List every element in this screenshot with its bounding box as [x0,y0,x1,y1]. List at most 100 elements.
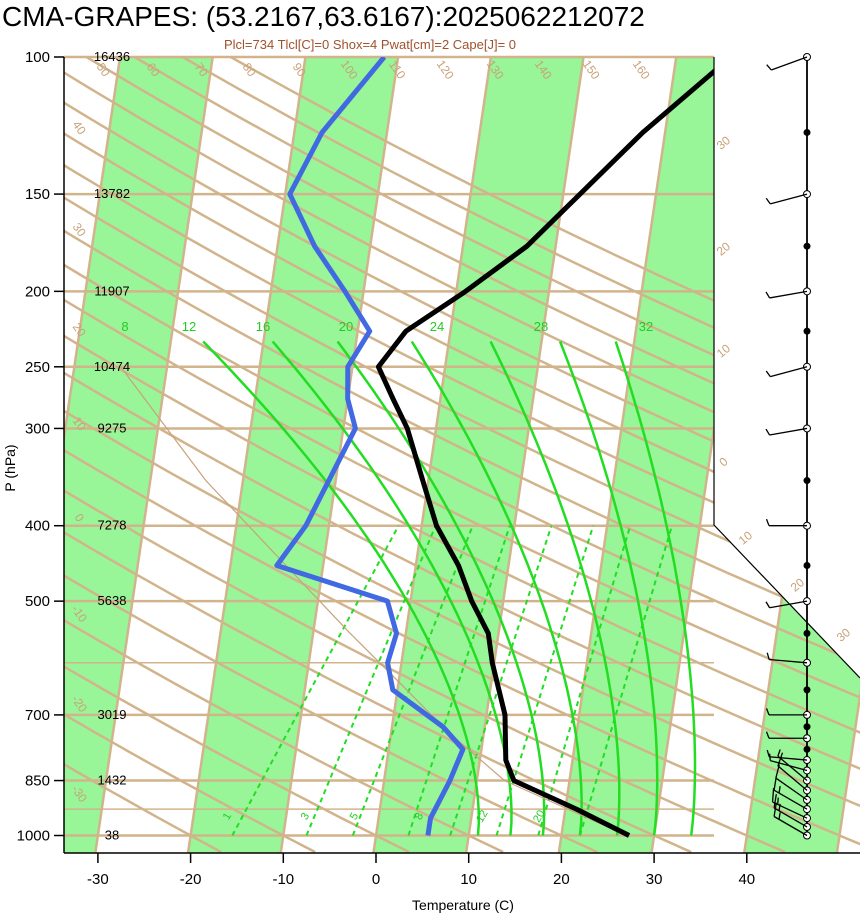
dry-adiabat [64,57,860,853]
isotherm-label: 160 [630,57,653,82]
height-label: 38 [105,828,119,843]
wind-barb-shaft [777,765,808,791]
dry-adiabat [64,57,860,853]
wind-barb-half [766,652,770,660]
moist-adiabat [336,340,546,836]
dry-adiabat [64,57,860,853]
wind-barb-half [765,518,770,526]
dry-adiabat [64,57,860,853]
wind-level-dot [803,562,811,570]
mixing-ratio-label: 3 [299,811,312,822]
dry-adiabat [64,57,504,853]
wind-barb-half [765,370,771,378]
pressure-tick-label: 200 [25,283,50,300]
wind-barb-shaft [769,290,808,299]
pressure-tick-label: 300 [25,420,50,437]
wind-barb-half [777,749,781,757]
dry-adiabat [64,57,860,853]
temperature-tick-label: 10 [460,871,477,888]
pressure-tick-label: 250 [25,359,50,376]
height-label: 3019 [98,707,127,722]
moist-adiabat [614,341,697,836]
wind-barb-feather [771,788,775,803]
temperature-tick-label: -20 [180,871,202,888]
wind-level-dot [803,629,811,637]
dry-adiabat [64,57,692,853]
moist-adiabat-label: 12 [182,319,196,334]
isotherm-line [94,57,214,853]
pressure-tick-label: 850 [25,773,50,790]
mixing-ratio-line [231,525,400,836]
inset-border [713,57,860,679]
wind-barb-shaft [773,815,808,837]
wind-barb-half [778,785,781,794]
dry-adiabat [64,57,598,853]
wind-barb-feather [773,794,777,809]
wind-profile [765,53,811,840]
pressure-axis: 100 16436 150 13782 200 11907 250 10474 300 9275 4… [17,49,130,845]
temperature-profile [375,68,714,838]
wind-barb-shaft [777,755,808,782]
isotherm-line [372,57,493,853]
wind-barb-half [765,731,770,739]
mixing-ratio-label: 12 [474,808,491,825]
wind-barb-half [766,749,770,757]
isotherm-line [464,57,585,853]
wind-level-dot [803,128,811,136]
profiles [274,57,714,838]
dry-adiabat [64,57,860,853]
isotherm-label: 120 [434,57,457,82]
wind-barb-shaft [769,658,808,664]
temperature-tick-label: -30 [87,871,109,888]
mixing-ratio-label: 5 [348,811,361,822]
temperature-tick-label: 0 [372,871,380,888]
wind-level-dot [803,477,811,485]
isotherm-label: 10 [736,528,755,548]
mixing-ratio-lines [231,525,673,836]
wind-barb-shaft [770,366,808,378]
dry-adiabat [64,57,860,853]
wind-barb-shaft [769,427,808,436]
temperature-axis: -30 -20 -10 0 10 20 30 40 [87,853,755,888]
mixing-ratio-line [305,525,437,836]
temperature-tick-label: 30 [646,871,663,888]
chart-title: CMA-GRAPES: (53.2167,63.6167):2025062212… [2,1,645,32]
dry-adiabat [64,57,410,853]
dry-adiabat [64,57,316,853]
pressure-tick-label: 700 [25,707,50,724]
isotherm-line [186,57,307,853]
parcel-path [120,366,627,837]
height-label: 16436 [94,49,130,64]
wind-barb-half [765,601,771,609]
isotherm-label: 30 [714,133,733,153]
mixing-ratio-line [407,525,511,836]
wind-level-dot [803,327,811,335]
moist-adiabat-label: 24 [430,319,444,334]
wind-barb-half [778,812,781,820]
moist-adiabat-label: 16 [256,319,270,334]
pressure-tick-label: 150 [25,186,50,203]
isotherm-label: 40 [70,118,89,137]
mixing-ratio-label: 8 [413,811,426,822]
isotherm-band [64,57,213,853]
temperature-tick-label: 20 [553,871,570,888]
wind-barb-shaft [771,56,808,71]
moist-adiabat [410,340,583,836]
mixing-ratio-label: 1 [221,811,234,822]
chart-subtitle: Plcl=734 Tlcl[C]=0 Shox=4 Pwat[cm]=2 Cap… [224,37,516,52]
isotherm-bands [64,57,860,853]
height-label: 11907 [94,283,129,298]
wind-barb-shaft [770,759,808,772]
wind-barb-feather [773,802,777,817]
wind-barb-shaft [769,756,808,761]
dry-adiabat [64,57,860,853]
parcel-line [120,366,627,837]
dry-adiabat [64,57,860,853]
wind-barb-shaft [772,801,808,819]
height-label: 7278 [98,518,127,533]
pressure-tick-label: 400 [25,518,50,535]
height-label: 5638 [98,593,127,608]
moist-adiabat-label: 8 [121,319,128,334]
isotherm-band [188,57,399,853]
